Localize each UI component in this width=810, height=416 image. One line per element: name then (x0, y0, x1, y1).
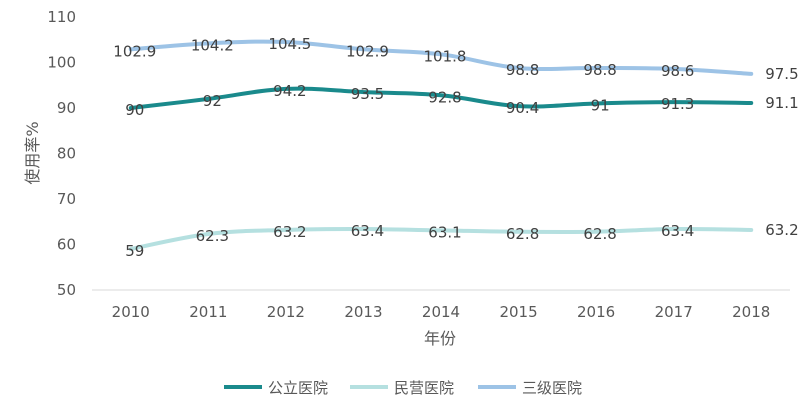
data-label: 98.6 (661, 62, 694, 80)
x-tick-label: 2016 (577, 303, 615, 321)
data-label: 104.2 (191, 36, 234, 54)
data-label: 94.2 (273, 82, 306, 100)
series-line-2 (128, 226, 754, 252)
data-label: 91.1 (765, 94, 798, 112)
legend: 公立医院 民营医院 三级医院 (224, 379, 582, 397)
series-lines (128, 39, 754, 252)
data-label: 90 (125, 101, 144, 119)
x-tick-label: 2015 (499, 303, 537, 321)
data-label: 62.8 (583, 225, 616, 243)
x-tick-label: 2017 (655, 303, 693, 321)
legend-label: 民营医院 (394, 379, 454, 397)
y-tick-label: 110 (47, 8, 76, 26)
data-label: 63.1 (428, 223, 461, 241)
x-tick-label: 2013 (344, 303, 382, 321)
legend-label: 三级医院 (522, 379, 582, 397)
y-tick-label: 70 (57, 190, 76, 208)
data-label: 98.8 (583, 61, 616, 79)
y-axis-title: 使用率% (23, 121, 42, 184)
data-label: 91.3 (661, 95, 694, 113)
x-tick-label: 2014 (422, 303, 460, 321)
y-axis-ticks: 50 60 70 80 90 100 110 (47, 8, 76, 299)
y-tick-label: 100 (47, 54, 76, 72)
data-label: 92.8 (428, 88, 461, 106)
legend-label: 公立医院 (268, 379, 328, 397)
data-label: 90.4 (506, 99, 539, 117)
data-label: 93.5 (351, 85, 384, 103)
data-label: 63.2 (765, 221, 798, 239)
data-labels: 90 92 94.2 93.5 92.8 90.4 91 91.3 91.1 59 62.3 63.2… (113, 35, 798, 260)
data-label: 63.4 (661, 222, 694, 240)
data-label: 92 (203, 92, 222, 110)
y-tick-label: 80 (57, 145, 76, 163)
data-label: 91 (591, 96, 610, 114)
data-label: 59 (125, 242, 144, 260)
y-tick-label: 90 (57, 99, 76, 117)
x-tick-label: 2010 (112, 303, 150, 321)
data-label: 102.9 (346, 42, 389, 60)
y-tick-label: 60 (57, 236, 76, 254)
series-line-1 (128, 86, 754, 110)
data-label: 63.4 (351, 222, 384, 240)
x-tick-label: 2011 (189, 303, 227, 321)
x-axis-title: 年份 (424, 329, 456, 348)
data-label: 102.9 (113, 42, 156, 60)
data-label: 104.5 (268, 35, 311, 53)
y-tick-label: 50 (57, 281, 76, 299)
data-label: 97.5 (765, 65, 798, 83)
data-label: 101.8 (424, 47, 467, 65)
data-label: 63.2 (273, 223, 306, 241)
data-label: 98.8 (506, 61, 539, 79)
x-axis-ticks: 2010 2011 2012 2013 2014 2015 2016 2017 2018 (112, 303, 771, 321)
series-line-3 (128, 39, 754, 76)
data-label: 62.3 (196, 227, 229, 245)
data-label: 62.8 (506, 225, 539, 243)
x-tick-label: 2018 (732, 303, 770, 321)
x-tick-label: 2012 (267, 303, 305, 321)
